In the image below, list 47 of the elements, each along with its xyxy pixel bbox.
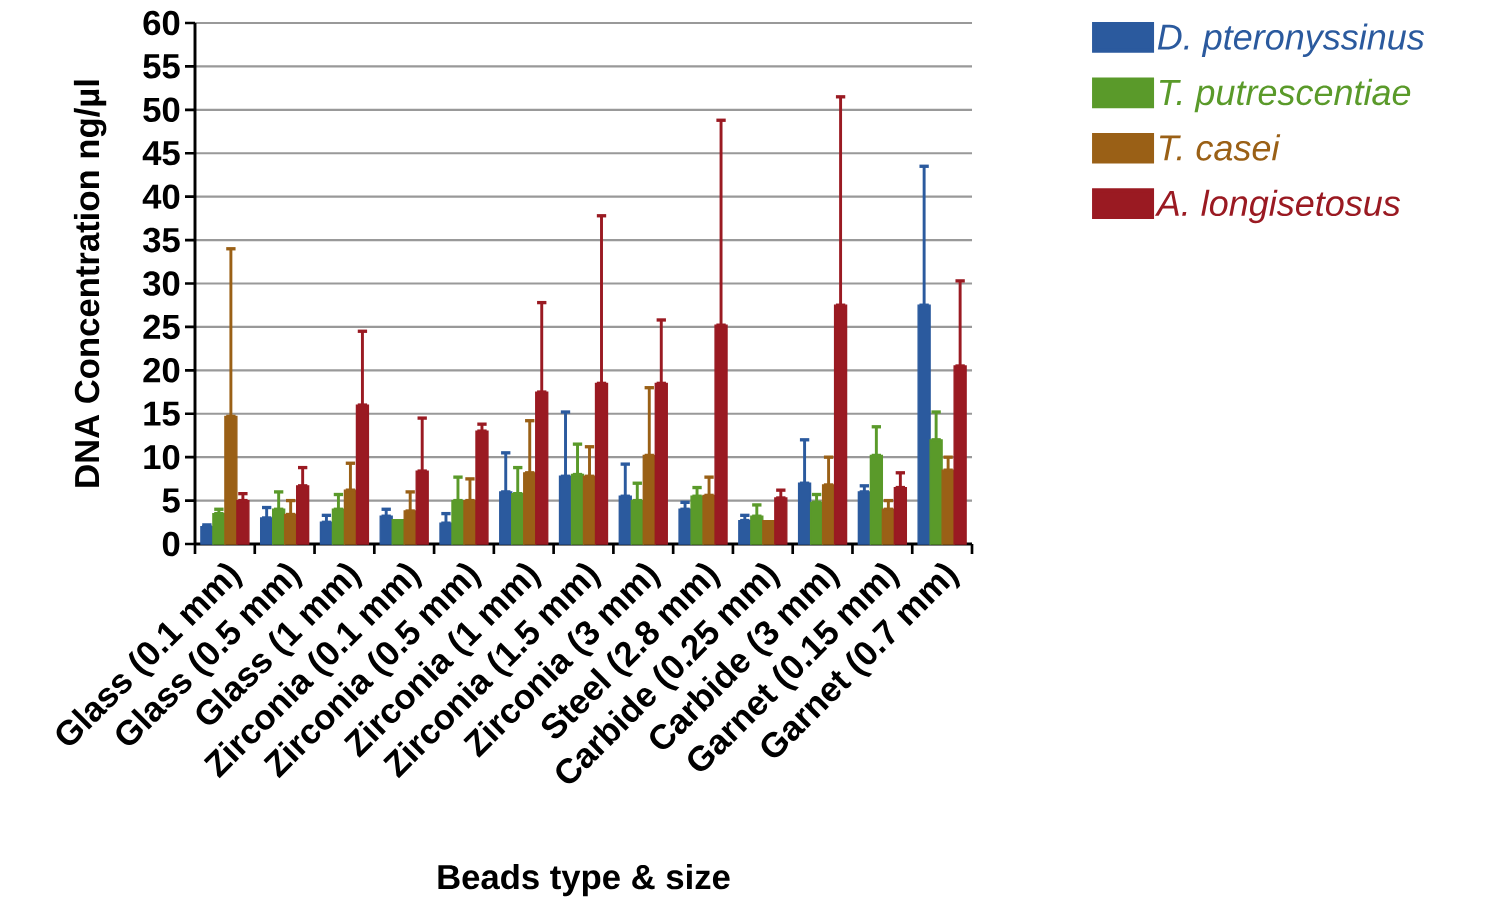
y-tick-label: 15 (144, 401, 180, 426)
bar (953, 365, 967, 545)
bar (762, 519, 776, 545)
y-tick-label: 0 (162, 531, 180, 557)
y-tick-label: 35 (142, 227, 180, 253)
legend-label: T. casei (1159, 134, 1281, 161)
bar (535, 391, 549, 545)
legend-label: T. putrescentiae (1159, 78, 1411, 113)
y-tick-label: 55 (143, 54, 180, 79)
y-tick-label: 40 (142, 184, 180, 209)
bar (224, 415, 238, 545)
y-axis-title: DNA Concentration ng/µl (73, 80, 107, 487)
y-tick-label: 25 (143, 314, 180, 340)
bar (630, 499, 644, 545)
y-tick-label: 45 (142, 141, 180, 166)
bar (738, 519, 752, 545)
bar (654, 382, 668, 545)
bar (929, 439, 943, 545)
bar (797, 482, 812, 545)
y-tick-label: 50 (143, 97, 180, 123)
x-axis-title: Beads type & size (438, 863, 730, 897)
bar (869, 454, 884, 545)
bar (893, 486, 908, 545)
bar (570, 473, 585, 545)
bar (415, 470, 429, 545)
bar (594, 382, 609, 545)
bar (212, 512, 226, 545)
legend-label: D. pteronyssinus (1157, 23, 1425, 57)
bar (475, 430, 489, 545)
y-tick-label: 30 (142, 271, 180, 296)
bar (391, 519, 405, 545)
bar (917, 304, 931, 545)
y-tick-label: 60 (143, 10, 180, 36)
bar (511, 492, 525, 545)
bar (451, 499, 465, 545)
bar (355, 404, 370, 545)
bar (774, 497, 788, 545)
bar (295, 485, 310, 545)
bar (463, 499, 477, 545)
y-tick-label: 20 (143, 358, 180, 383)
bar (283, 513, 298, 545)
legend-label: A. longisetosus (1154, 189, 1401, 224)
y-tick-label: 10 (144, 444, 180, 470)
bar (833, 304, 848, 545)
bar (714, 324, 728, 545)
y-tick-label: 5 (162, 488, 180, 513)
bar (236, 499, 250, 545)
